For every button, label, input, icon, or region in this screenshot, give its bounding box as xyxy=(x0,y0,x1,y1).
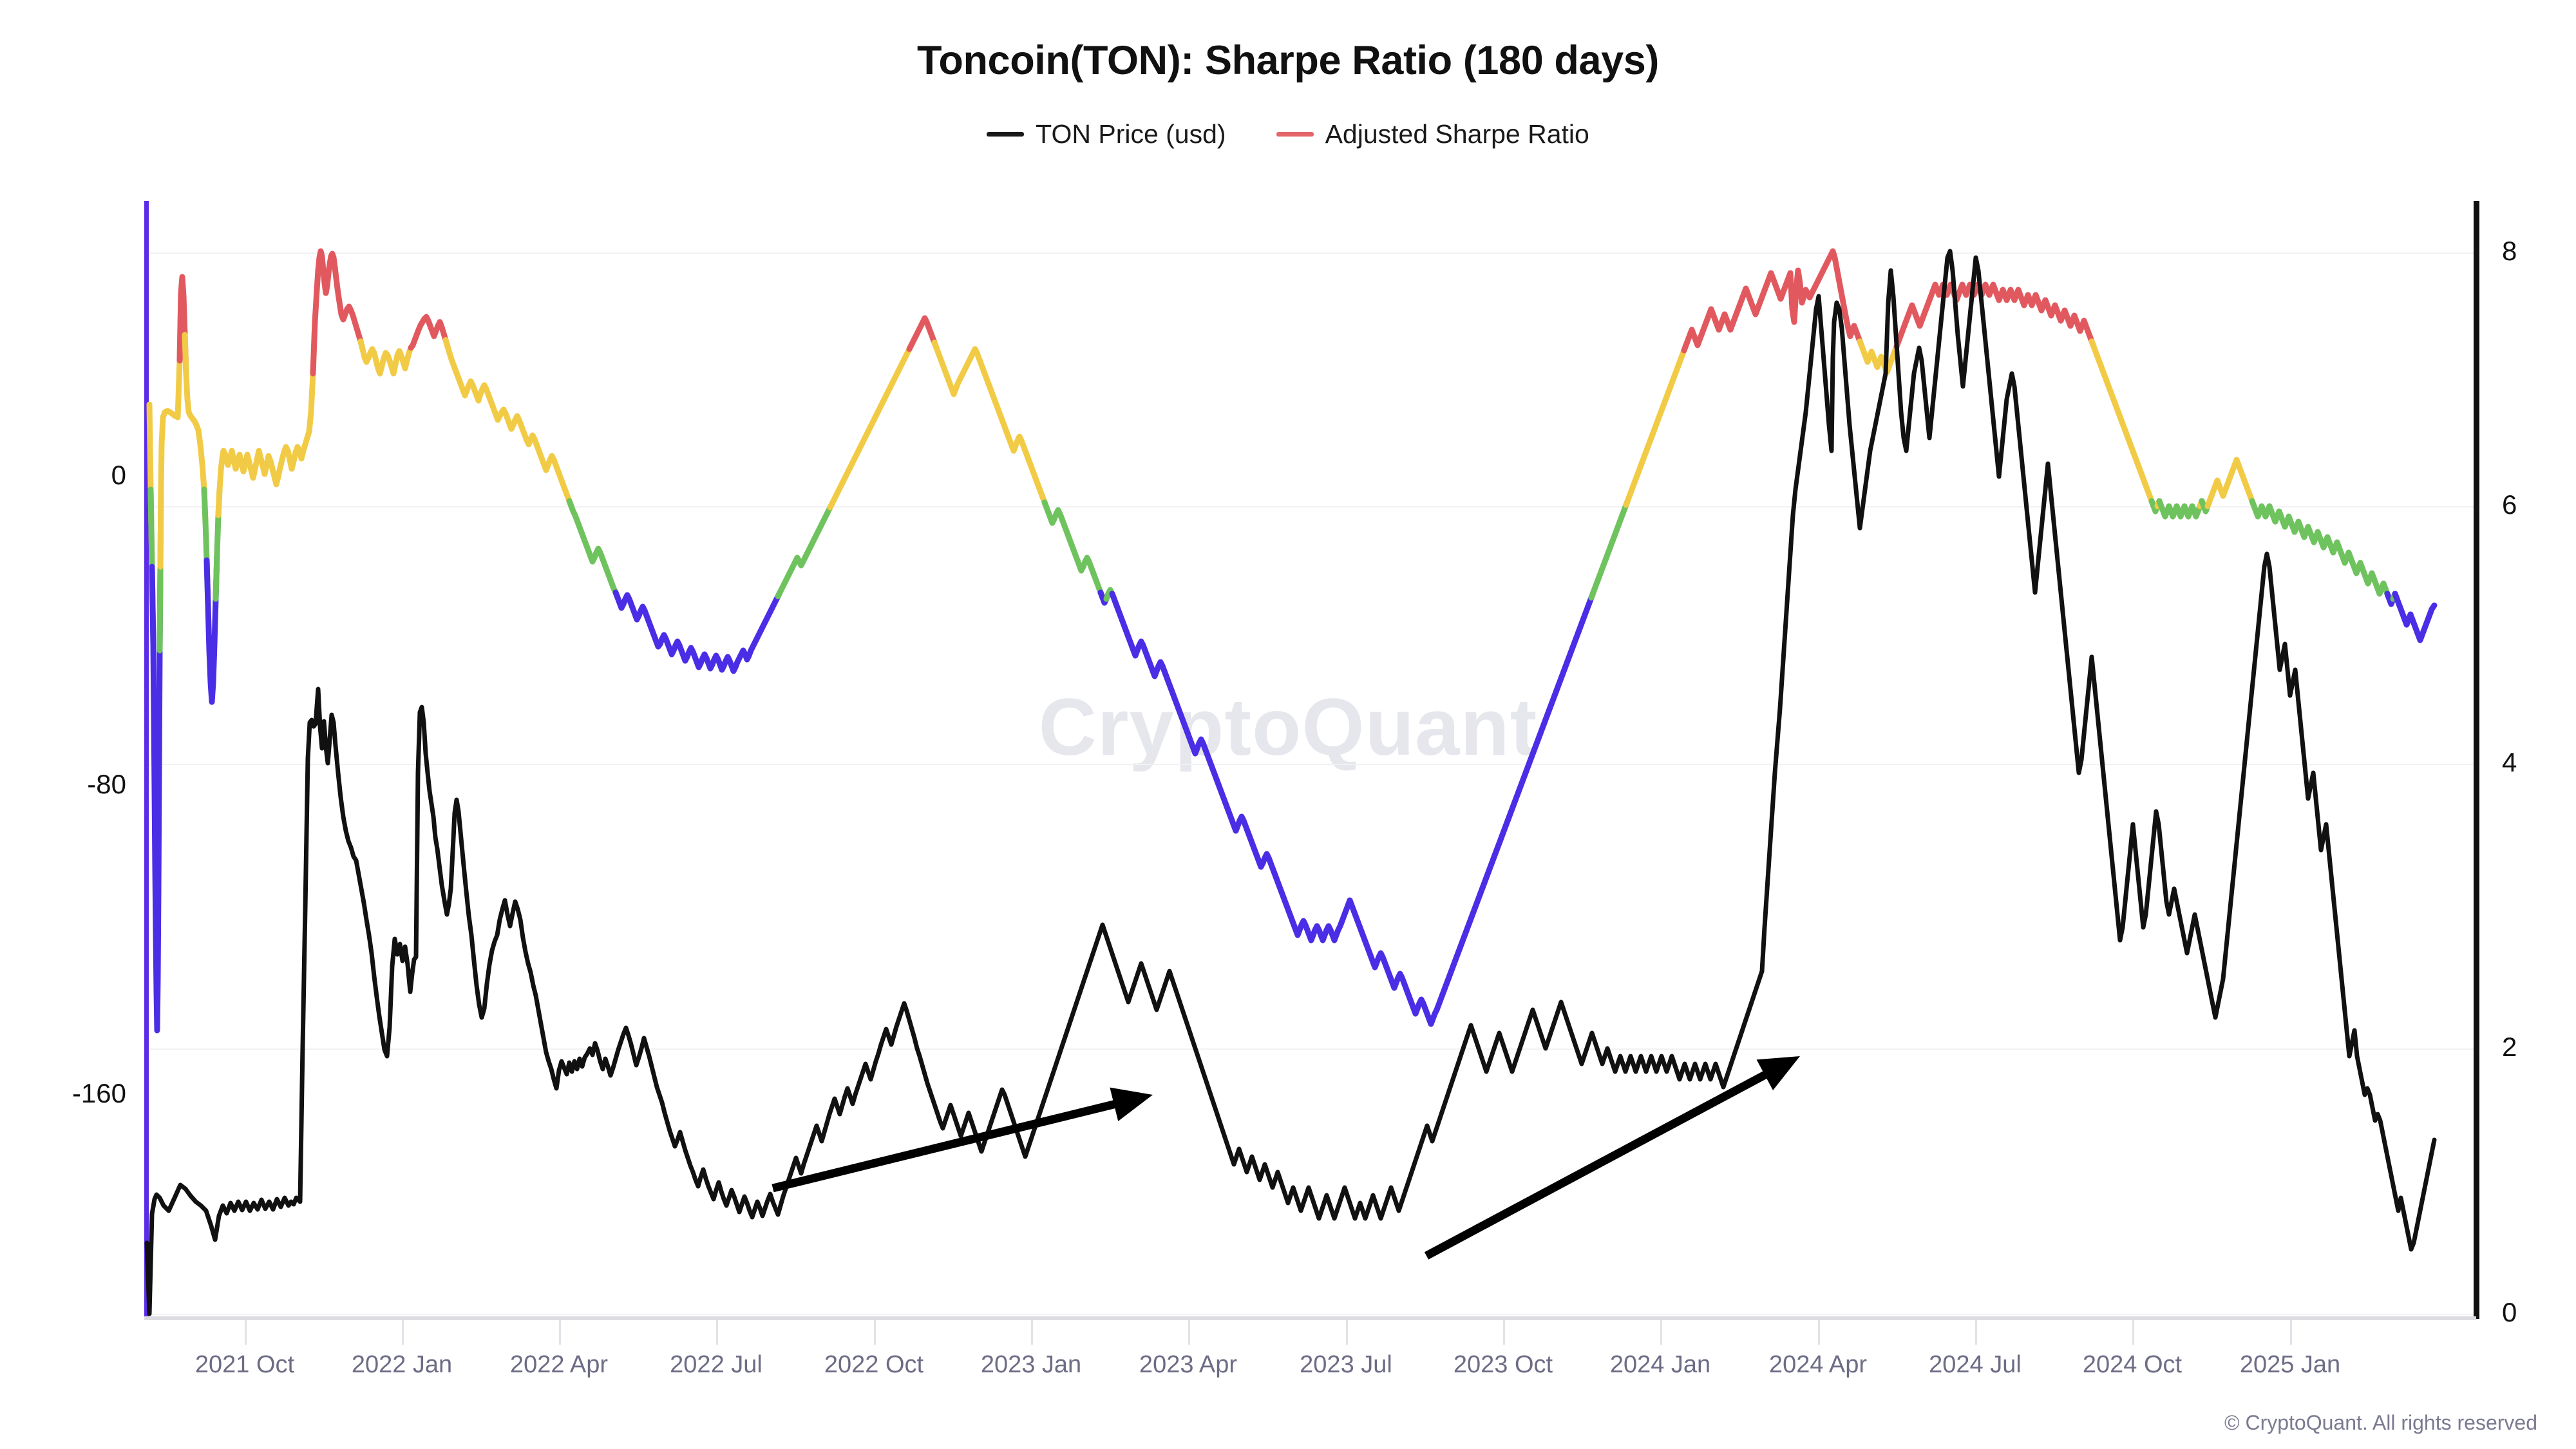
y-axis-left-tick--80: -80 xyxy=(87,769,126,799)
x-axis-tickmark-0 xyxy=(245,1320,247,1345)
sharpe-ratio-segment-27 xyxy=(1681,248,1865,354)
y-axis-left-tick--160: -160 xyxy=(71,1078,126,1108)
sharpe-ratio-segment-28 xyxy=(1857,338,1902,375)
ton-price-line xyxy=(144,249,2437,1316)
x-axis-tick-2022-oct: 2022 Oct xyxy=(824,1351,924,1378)
legend-label-price: TON Price (usd) xyxy=(1036,119,1226,149)
x-axis-tick-2023-apr: 2023 Apr xyxy=(1139,1351,1238,1378)
x-axis-tick-2023-jul: 2023 Jul xyxy=(1300,1351,1392,1378)
line-swatch-red-icon xyxy=(1276,132,1314,137)
sharpe-ratio-segment-37 xyxy=(2249,498,2392,602)
sharpe-ratio-segment-36 xyxy=(2204,457,2257,509)
x-axis-tick-2022-jul: 2022 Jul xyxy=(670,1351,762,1378)
y-axis-right-tick-8: 8 xyxy=(2502,236,2517,266)
gridline-4 xyxy=(144,1314,2476,1315)
x-axis-tick-2024-oct: 2024 Oct xyxy=(2082,1351,2183,1378)
y-axis-left-tick-0: 0 xyxy=(111,460,126,490)
sharpe-ratio-segment-21 xyxy=(1041,499,1106,601)
sharpe-ratio-segment-2 xyxy=(149,564,164,1034)
x-axis-tickmark-2 xyxy=(559,1320,561,1345)
sharpe-ratio-segment-4 xyxy=(157,290,184,570)
sharpe-ratio-segment-12 xyxy=(357,338,416,377)
sharpe-ratio-segment-40 xyxy=(2392,591,2438,643)
x-axis-tickmark-5 xyxy=(1031,1320,1033,1345)
sharpe-ratio-segment-8 xyxy=(204,551,220,705)
sharpe-ratio-segment-10 xyxy=(215,319,318,518)
sharpe-ratio-segment-24 xyxy=(1109,589,1596,1027)
x-axis-tickmark-1 xyxy=(402,1320,404,1345)
gridline-2 xyxy=(144,764,2476,765)
page-title: Toncoin(TON): Sharpe Ratio (180 days) xyxy=(916,38,1660,83)
sharpe-ratio-segment-18 xyxy=(827,342,914,511)
sharpe-ratio-segment-25 xyxy=(1588,497,1631,601)
y-axis-right-tick-4: 4 xyxy=(2502,747,2517,777)
sharpe-ratio-segment-11 xyxy=(310,248,366,377)
x-axis-tickmark-4 xyxy=(874,1320,876,1345)
x-axis-tickmark-7 xyxy=(1346,1320,1348,1345)
gridline-3 xyxy=(144,1048,2476,1050)
uptrend-arrow-1-head xyxy=(1110,1087,1153,1122)
sharpe-ratio-segment-30 xyxy=(2088,338,2157,509)
legend-item-sharpe[interactable]: Adjusted Sharpe Ratio xyxy=(1276,119,1589,149)
uptrend-arrow-2-head xyxy=(1756,1056,1800,1091)
y-axis-right-spine xyxy=(2474,201,2479,1319)
chart-legend: TON Price (usd) Adjusted Sharpe Ratio xyxy=(0,119,2576,149)
x-axis-tick-2024-apr: 2024 Apr xyxy=(1768,1351,1868,1378)
sharpe-ratio-segment-19 xyxy=(906,315,940,352)
sharpe-ratio-segment-6 xyxy=(182,332,209,525)
x-axis-tick-2023-jan: 2023 Jan xyxy=(980,1351,1082,1378)
y-axis-right-tick-6: 6 xyxy=(2502,489,2517,520)
sharpe-ratio-segment-26 xyxy=(1623,342,1689,508)
sharpe-ratio-segment-15 xyxy=(566,498,621,601)
x-axis-tickmark-9 xyxy=(1660,1320,1662,1345)
uptrend-arrow-1-shaft xyxy=(772,1099,1122,1193)
y-axis-right-tick-0: 0 xyxy=(2502,1297,2517,1327)
legend-label-sharpe: Adjusted Sharpe Ratio xyxy=(1325,119,1589,149)
y-axis-left-spine xyxy=(144,201,149,1319)
x-axis-tickmark-12 xyxy=(2132,1320,2134,1345)
x-axis-tickmark-8 xyxy=(1503,1320,1505,1345)
gridline-1 xyxy=(144,506,2476,507)
x-axis-tick-2024-jan: 2024 Jan xyxy=(1609,1351,1711,1378)
line-swatch-black-icon xyxy=(987,132,1025,137)
sharpe-ratio-segment-33 xyxy=(2156,498,2205,520)
x-axis-tickmark-10 xyxy=(1818,1320,1820,1345)
x-axis-tick-2024-jul: 2024 Jul xyxy=(1929,1351,2022,1378)
x-axis-tickmark-13 xyxy=(2290,1320,2292,1345)
legend-item-price[interactable]: TON Price (usd) xyxy=(987,119,1226,149)
sharpe-ratio-segment-17 xyxy=(775,500,835,600)
x-axis-tick-2025-jan: 2025 Jan xyxy=(2239,1351,2341,1378)
sharpe-ratio-segment-14 xyxy=(442,337,574,509)
x-axis-tick-2022-apr: 2022 Apr xyxy=(509,1351,609,1378)
copyright-footer: © CryptoQuant. All rights reserved xyxy=(2224,1411,2537,1434)
x-axis-tickmark-11 xyxy=(1975,1320,1977,1345)
x-axis-tickmark-3 xyxy=(716,1320,718,1345)
x-axis-tick-2021-oct: 2021 Oct xyxy=(194,1351,295,1378)
x-axis-tick-2023-oct: 2023 Oct xyxy=(1453,1351,1553,1378)
x-axis-spine xyxy=(144,1316,2476,1320)
sharpe-ratio-segment-29 xyxy=(1893,281,2097,350)
y-axis-right-tick-2: 2 xyxy=(2502,1032,2517,1062)
x-axis-tick-2022-jan: 2022 Jan xyxy=(351,1351,453,1378)
uptrend-arrow-2-shaft xyxy=(1424,1068,1773,1260)
sharpe-ratio-segment-20 xyxy=(931,339,1050,511)
sharpe-ratio-segment-16 xyxy=(612,589,783,674)
sharpe-ratio-segment-13 xyxy=(408,314,451,351)
gridline-0 xyxy=(144,252,2476,254)
x-axis-tickmark-6 xyxy=(1188,1320,1190,1345)
